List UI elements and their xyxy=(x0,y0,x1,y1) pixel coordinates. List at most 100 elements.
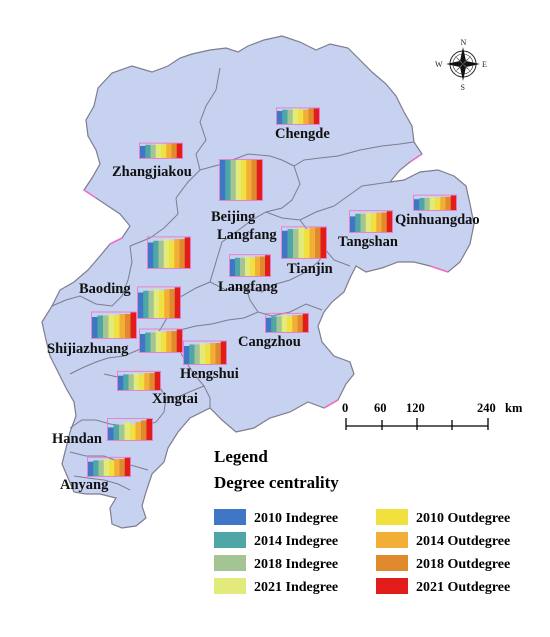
bar-hengshui-west-8 xyxy=(176,329,183,352)
city-label-cangzhou: Cangzhou xyxy=(238,334,301,350)
bar-xingtai-2 xyxy=(123,374,129,390)
bar-tangshan-6 xyxy=(376,212,382,232)
bar-tangshan-2 xyxy=(355,213,361,232)
bar-langfang-north-7 xyxy=(315,227,321,258)
bar-xingtai-1 xyxy=(118,375,124,390)
highlight-edges xyxy=(83,153,449,409)
legend: Legend Degree centrality 2010 Indegree 20… xyxy=(214,447,510,595)
bar-hengshui-west-1 xyxy=(140,334,146,352)
bar-hengshui-west-4 xyxy=(155,331,162,352)
bar-chart-outline-xingtai xyxy=(117,370,161,391)
bar-langfang-north-8 xyxy=(320,227,327,258)
legend-label-6: 2014 Outdegree xyxy=(416,534,510,549)
bar-chengde-3 xyxy=(287,109,294,124)
bar-tangshan-1 xyxy=(350,216,356,232)
bar-qinhuangdao-8 xyxy=(450,195,457,210)
bar-shijiazhuang-6 xyxy=(119,314,126,338)
bar-chart-cangzhou xyxy=(265,312,309,333)
city-label-handan: Handan xyxy=(52,431,102,447)
compass-north: N xyxy=(461,38,467,47)
bar-shijiazhuang-7 xyxy=(125,314,131,338)
bar-shijiazhuang-1 xyxy=(92,317,98,338)
bar-tangshan-4 xyxy=(365,212,372,232)
bar-beijing-5 xyxy=(241,160,247,200)
bar-chart-outline-zhangjiakou xyxy=(139,142,183,159)
bar-hengshui-1 xyxy=(184,346,190,364)
compass-south: S xyxy=(461,83,465,92)
bar-chart-shijiazhuang xyxy=(91,311,137,339)
bar-zhangjiakou-5 xyxy=(161,144,167,158)
bar-xingtai-6 xyxy=(144,373,150,390)
bar-hengshui-5 xyxy=(205,344,211,364)
bar-shijiazhuang-4 xyxy=(108,314,115,338)
bar-xingtai-3 xyxy=(128,374,135,390)
bar-beijing-4 xyxy=(235,160,242,200)
bar-chart-chengde xyxy=(276,107,320,125)
bar-chengde-8 xyxy=(313,108,320,124)
city-label-baoding: Baoding xyxy=(79,281,131,297)
bar-qinhuangdao-7 xyxy=(445,196,452,210)
bar-handan-2 xyxy=(113,424,120,440)
bar-baoding-2 xyxy=(153,240,159,268)
bar-shijiazhuang-2 xyxy=(97,315,104,338)
scale-unit: km xyxy=(505,401,523,415)
bar-zhangjiakou-4 xyxy=(155,143,162,158)
bar-anyang-2 xyxy=(93,460,99,476)
bar-hengshui-3 xyxy=(194,344,201,364)
bar-baoding-3 xyxy=(158,240,165,268)
bar-cangzhou-5 xyxy=(287,316,293,332)
bar-qinhuangdao-3 xyxy=(424,198,431,210)
compass-west: W xyxy=(435,60,443,69)
bar-langfang-north-6 xyxy=(309,227,316,258)
bar-chart-xingtai xyxy=(117,370,161,391)
compass-east: E xyxy=(482,60,487,69)
bar-langfang-3 xyxy=(240,257,246,276)
scale-tick-240: 240 xyxy=(477,401,496,415)
bar-handan-1 xyxy=(108,427,114,440)
bar-baoding-6 xyxy=(174,239,180,268)
legend-label-3: 2018 Indegree xyxy=(254,557,338,572)
bar-xingtai-7 xyxy=(149,373,156,390)
bar-langfang-north-2 xyxy=(287,229,294,258)
bar-shijiazhuang-5 xyxy=(114,315,120,338)
bar-baoding-south-6 xyxy=(164,289,170,318)
legend-swatch-6 xyxy=(376,532,408,548)
bar-langfang-6 xyxy=(255,256,261,276)
bar-chart-outline-handan xyxy=(107,418,153,441)
legend-label-4: 2021 Indegree xyxy=(254,580,338,595)
bar-chart-outline-baoding xyxy=(147,236,191,269)
legend-swatch-8 xyxy=(376,578,408,594)
bar-beijing-6 xyxy=(246,160,252,200)
bar-anyang-6 xyxy=(114,459,120,476)
legend-swatch-2 xyxy=(214,532,246,548)
bar-chart-outline-baoding-south xyxy=(137,286,181,319)
city-label-langfang-north: Langfang xyxy=(217,227,277,243)
bar-baoding-south-8 xyxy=(174,287,181,318)
city-label-xingtai: Xingtai xyxy=(152,391,198,407)
bar-zhangjiakou-6 xyxy=(166,143,172,158)
bar-langfang-north-4 xyxy=(298,227,305,258)
bar-chart-hengshui xyxy=(183,340,227,365)
bar-langfang-north-5 xyxy=(304,229,310,258)
bar-chengde-7 xyxy=(308,108,315,124)
bar-shijiazhuang-8 xyxy=(130,312,137,338)
bar-chart-langfang xyxy=(229,254,271,277)
compass-rose: N S E W xyxy=(435,38,487,92)
bar-handan-8 xyxy=(146,419,153,440)
bar-anyang-4 xyxy=(103,459,110,476)
bar-baoding-7 xyxy=(179,239,186,268)
bar-xingtai-4 xyxy=(133,373,140,390)
bar-anyang-8 xyxy=(124,457,131,476)
bar-chart-outline-beijing xyxy=(219,159,263,201)
bar-zhangjiakou-8 xyxy=(176,143,183,158)
legend-title: Legend xyxy=(214,447,268,466)
bar-chart-outline-hengshui-west xyxy=(139,328,183,353)
bar-cangzhou-6 xyxy=(292,315,298,332)
scale-bar: 0 60 120 240 km xyxy=(342,401,523,430)
bar-langfang-5 xyxy=(250,257,256,276)
city-label-langfang: Langfang xyxy=(218,279,278,295)
city-label-beijing: Beijing xyxy=(211,209,256,225)
bar-chengde-6 xyxy=(303,109,309,124)
bar-handan-3 xyxy=(119,424,125,440)
